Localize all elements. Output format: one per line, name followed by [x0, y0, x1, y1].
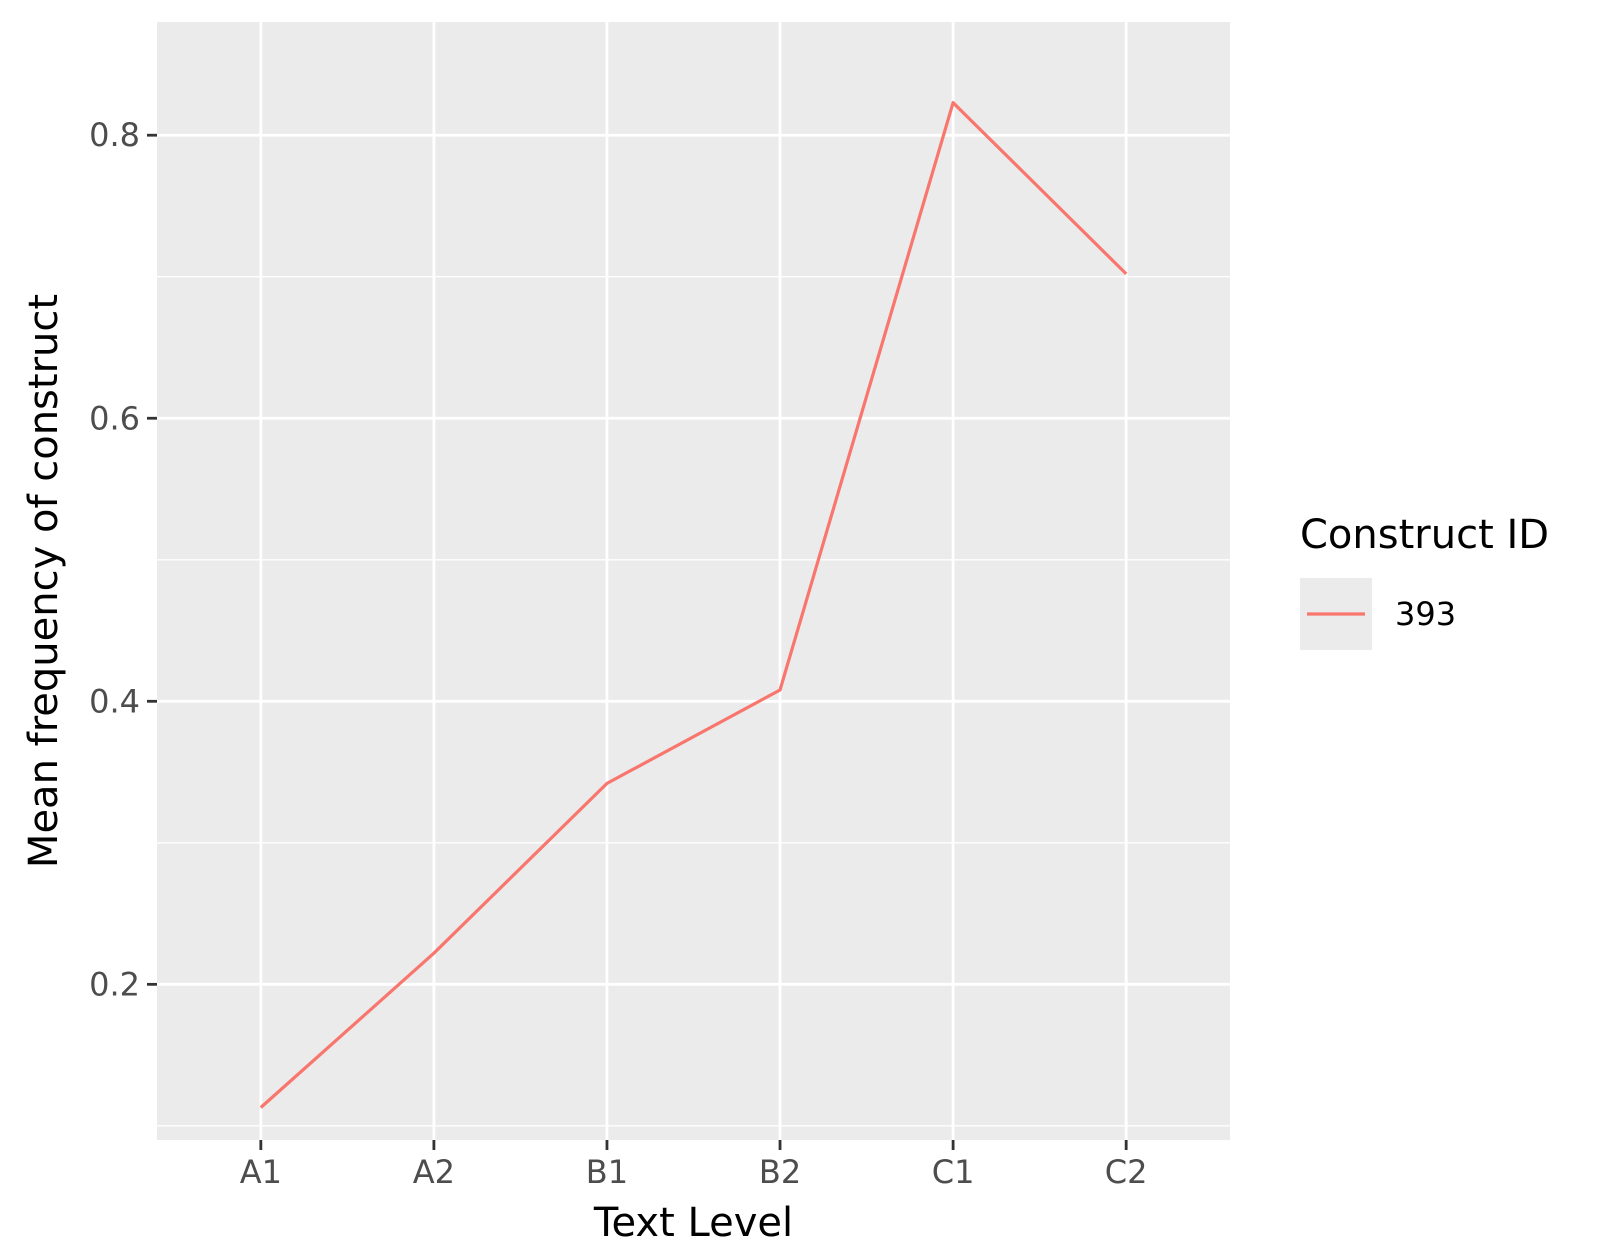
y-tick-label: 0.8: [89, 116, 140, 154]
x-tick-label: B1: [586, 1153, 628, 1191]
legend-label: 393: [1395, 595, 1456, 633]
y-tick-label: 0.6: [89, 399, 140, 437]
x-axis: A1 A2 B1 B2 C1 C2: [240, 1140, 1148, 1191]
x-tick-label: B2: [759, 1153, 801, 1191]
plot-panel: [157, 22, 1230, 1140]
series-line: [259, 101, 1128, 1109]
x-tick-label: A1: [240, 1153, 282, 1191]
major-gridlines: [157, 22, 1230, 1140]
legend-title: Construct ID: [1300, 512, 1549, 558]
legend: Construct ID 393: [1300, 512, 1549, 650]
y-axis: 0.2 0.4 0.6 0.8: [89, 116, 157, 1003]
x-axis-title: Text Level: [593, 1200, 793, 1246]
x-tick-label: C2: [1105, 1153, 1148, 1191]
y-tick-label: 0.2: [89, 965, 140, 1003]
y-tick-label: 0.4: [89, 682, 140, 720]
x-tick-label: A2: [413, 1153, 455, 1191]
minor-gridlines: [157, 276, 1230, 1127]
x-tick-label: C1: [932, 1153, 975, 1191]
y-axis-title: Mean frequency of construct: [21, 294, 67, 868]
series-layer: [259, 101, 1128, 1109]
